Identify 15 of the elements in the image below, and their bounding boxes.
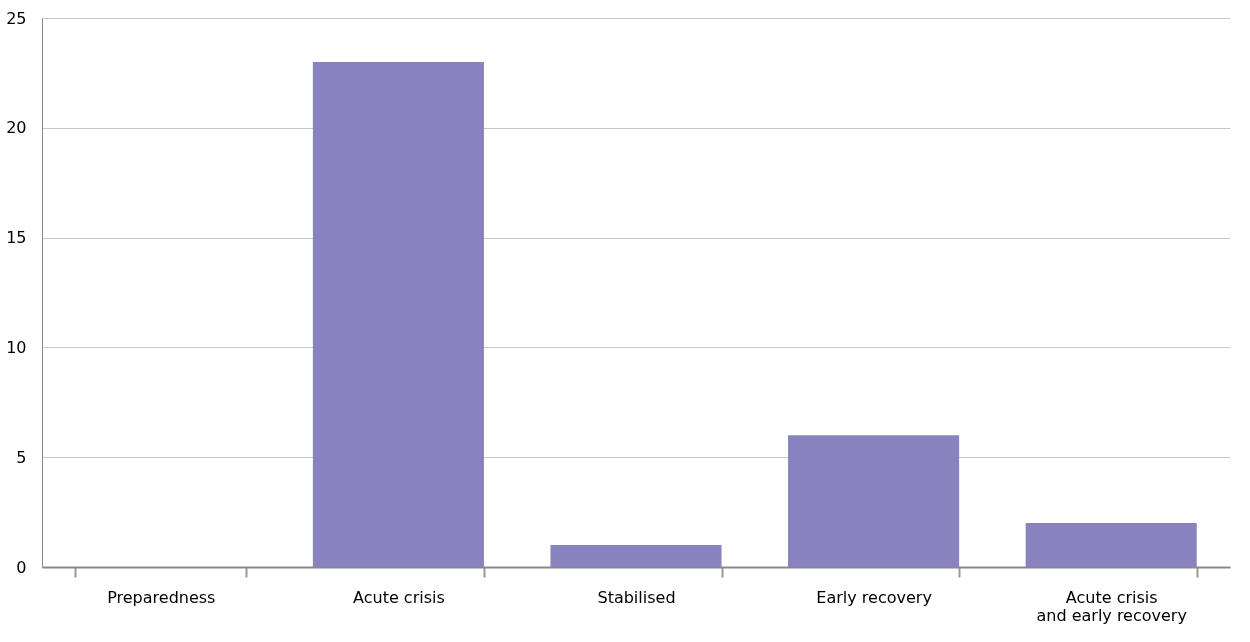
- x-tick-label: Acute crisis and early recovery: [1036, 587, 1187, 625]
- x-tick-label: Preparedness: [107, 587, 216, 607]
- bar: [550, 545, 722, 567]
- y-tick-label: 25: [6, 8, 27, 28]
- x-tick-label: Stabilised: [597, 587, 676, 607]
- bar: [1025, 523, 1197, 567]
- x-tick-label: Acute crisis: [353, 587, 445, 607]
- y-tick-label: 20: [6, 118, 27, 138]
- bar: [788, 435, 960, 567]
- bar: [312, 61, 484, 567]
- y-tick-label: 5: [16, 447, 27, 467]
- y-tick-label: 10: [6, 337, 27, 357]
- y-tick-label: 15: [6, 228, 27, 248]
- y-tick-label: 0: [16, 557, 27, 577]
- x-tick-label: Early recovery: [816, 587, 932, 607]
